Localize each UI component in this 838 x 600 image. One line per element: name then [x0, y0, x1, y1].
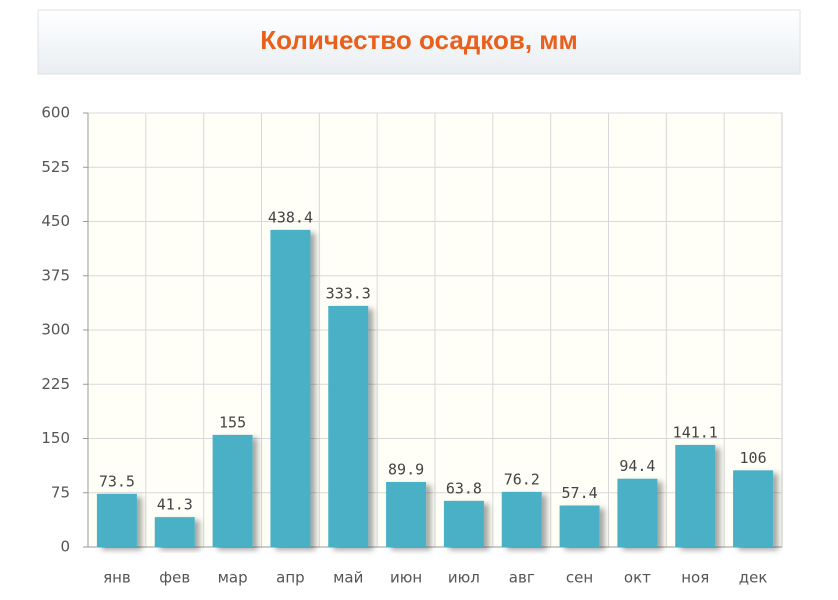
y-tick-label: 525 [41, 158, 70, 176]
bar [328, 305, 369, 547]
value-label: 106 [740, 449, 767, 467]
bar [559, 505, 600, 547]
bar [386, 481, 427, 547]
bar [212, 434, 253, 547]
value-label: 76.2 [504, 470, 540, 488]
x-tick-label: фев [159, 569, 190, 587]
x-tick-label: июл [448, 569, 480, 587]
bar [733, 470, 774, 547]
bar [96, 493, 137, 547]
x-tick-label: мар [218, 569, 248, 587]
y-tick-label: 75 [51, 483, 70, 501]
x-tick-label: сен [566, 569, 593, 587]
bar [270, 229, 311, 547]
x-tick-label: май [333, 569, 363, 587]
y-tick-label: 300 [41, 321, 70, 339]
x-tick-label: июн [390, 569, 422, 587]
value-label: 438.4 [268, 208, 313, 226]
value-label: 41.3 [157, 496, 193, 514]
bar [501, 491, 542, 547]
value-label: 94.4 [619, 457, 655, 475]
value-label: 89.9 [388, 460, 424, 478]
bar [617, 478, 658, 547]
y-tick-label: 150 [41, 429, 70, 447]
bar [675, 444, 716, 547]
y-tick-label: 0 [60, 538, 70, 556]
x-tick-label: авг [509, 569, 535, 587]
value-label: 333.3 [326, 284, 371, 302]
x-tick-label: апр [276, 569, 305, 587]
x-tick-label: янв [103, 569, 131, 587]
x-tick-label: ноя [681, 569, 709, 587]
y-tick-label: 375 [41, 266, 70, 284]
value-label: 63.8 [446, 479, 482, 497]
x-tick-label: дек [739, 569, 768, 587]
bar [154, 517, 195, 547]
value-label: 73.5 [99, 472, 135, 490]
chart-title: Количество осадков, мм [260, 25, 577, 55]
value-label: 57.4 [562, 484, 598, 502]
value-label: 141.1 [673, 423, 718, 441]
value-label: 155 [219, 413, 246, 431]
y-tick-label: 600 [41, 104, 70, 122]
x-tick-label: окт [624, 569, 651, 587]
bar [443, 500, 484, 547]
title-box [37, 9, 801, 75]
y-tick-label: 450 [41, 212, 70, 230]
y-tick-label: 225 [41, 375, 70, 393]
